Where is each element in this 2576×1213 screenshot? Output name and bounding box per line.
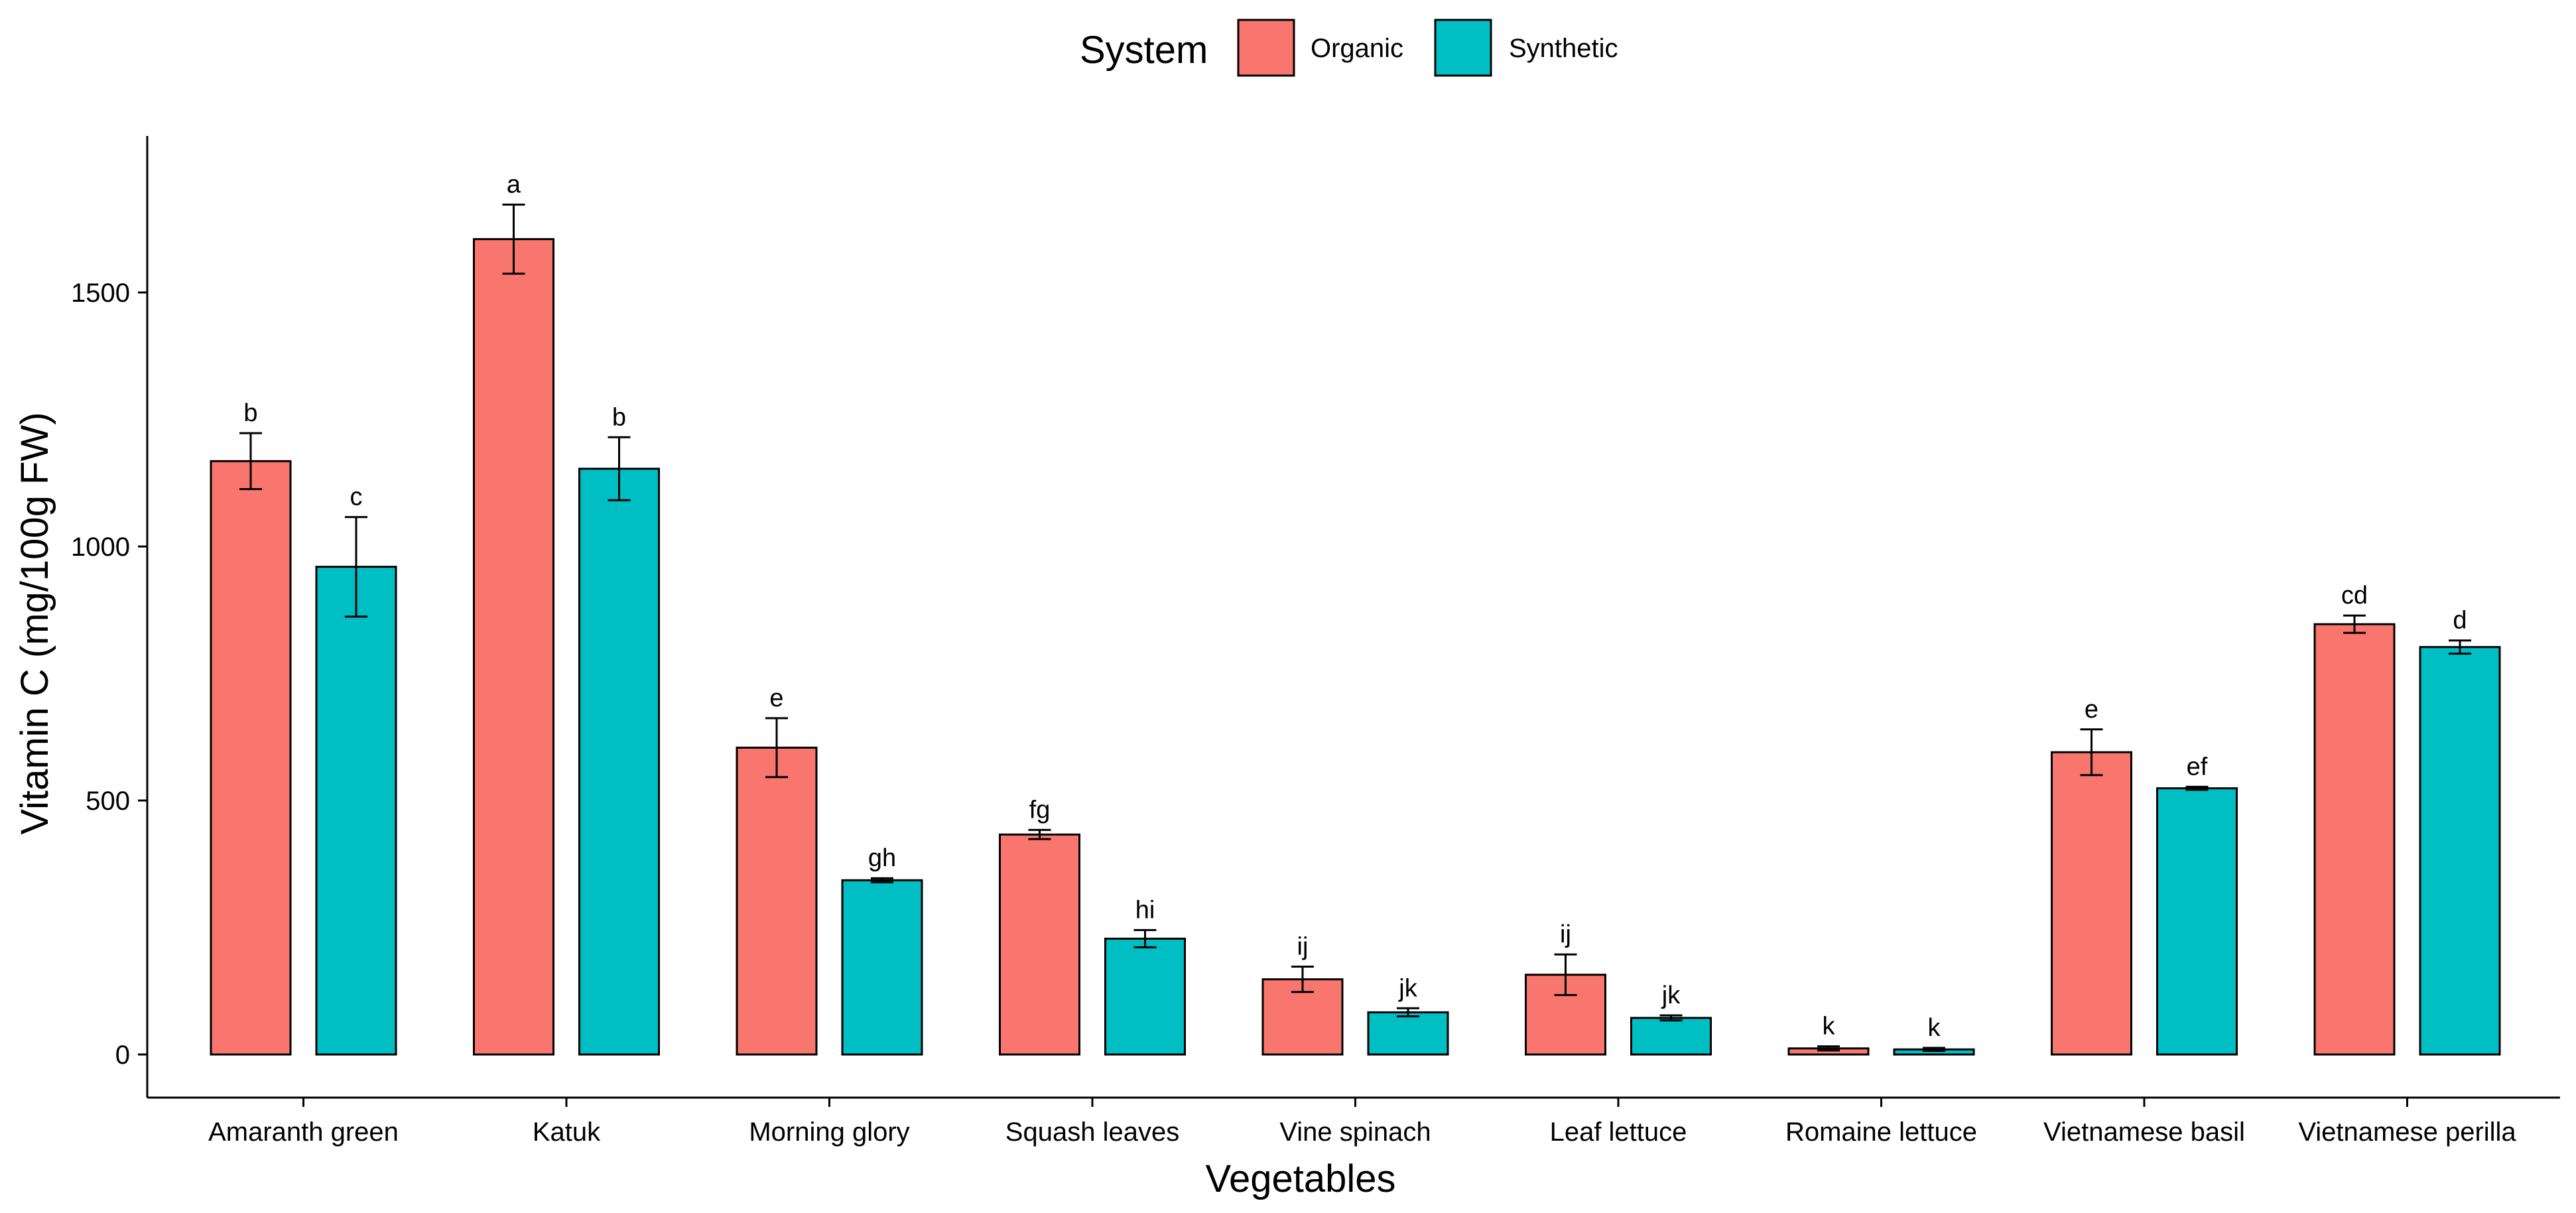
significance-label: b: [612, 403, 626, 431]
x-tick-label: Squash leaves: [1005, 1117, 1179, 1147]
significance-label: ij: [1297, 932, 1309, 960]
significance-label: k: [1928, 1014, 1941, 1042]
error-bar: [2449, 639, 2471, 655]
bar-organic-vietnamese-perilla: [2313, 623, 2396, 1056]
bars: [210, 203, 2501, 1056]
legend-title: System: [1080, 29, 1208, 72]
bar-synthetic-vietnamese-perilla: [2419, 646, 2501, 1056]
significance-label: e: [2085, 696, 2098, 724]
error-bar: [1817, 1045, 1840, 1052]
bar-synthetic-vietnamese-basil: [2156, 787, 2238, 1056]
bar-synthetic-morning-glory: [841, 879, 923, 1056]
y-tick-label: 1000: [71, 533, 130, 562]
error-bar: [345, 516, 367, 618]
x-tick-label: Romaine lettuce: [1785, 1117, 1977, 1147]
significance-label: gh: [868, 844, 896, 872]
bar-organic-katuk: [473, 238, 554, 1056]
significance-label: hi: [1135, 896, 1155, 924]
x-tick-label: Vietnamese perilla: [2298, 1117, 2516, 1147]
legend-label-synthetic: Synthetic: [1509, 34, 1618, 63]
bar-synthetic-squash-leaves: [1104, 937, 1186, 1056]
error-bar: [1291, 965, 1314, 993]
significance-label: d: [2453, 607, 2467, 635]
significance-label: a: [507, 170, 521, 198]
x-tick-label: Vine spinach: [1279, 1117, 1431, 1147]
x-tick-label: Amaranth green: [208, 1117, 399, 1147]
significance-label: c: [350, 483, 363, 511]
significance-labels: b c a b e gh fg hi ij jk ij jk k k e ef cd d: [243, 170, 2467, 1042]
y-axis-title: Vitamin C (mg/100g FW): [13, 412, 56, 834]
error-bar: [871, 877, 893, 883]
x-tick-label: Leaf lettuce: [1550, 1117, 1687, 1147]
legend: System Organic Synthetic: [1080, 19, 1618, 77]
bar-synthetic-vine-spinach: [1367, 1011, 1449, 1056]
x-tick-label: Morning glory: [749, 1117, 909, 1147]
bar-organic-amaranth-green: [210, 460, 292, 1056]
significance-label: cd: [2341, 582, 2368, 609]
y-tick-label: 1500: [71, 279, 130, 308]
bar-organic-vietnamese-basil: [2051, 751, 2132, 1056]
error-bar: [2185, 785, 2209, 791]
error-bar: [1923, 1047, 1945, 1053]
error-bar: [1659, 1014, 1683, 1022]
legend-swatch-synthetic: [1434, 19, 1492, 77]
bar-organic-squash-leaves: [999, 833, 1080, 1056]
error-bar: [2080, 728, 2103, 777]
y-tick-label: 0: [115, 1041, 130, 1070]
legend-label-organic: Organic: [1311, 34, 1403, 63]
axes: 0 500 1000 1500 Vegetables Vitamin C (mg/100g…: [13, 136, 2560, 1200]
error-bar: [1554, 953, 1577, 996]
bar-synthetic-leaf-lettuce: [1630, 1017, 1712, 1056]
significance-label: fg: [1029, 796, 1051, 824]
bar-organic-morning-glory: [736, 746, 818, 1056]
x-axis-title: Vegetables: [1205, 1157, 1395, 1200]
error-bar: [765, 717, 788, 779]
error-bar: [1028, 828, 1051, 840]
error-bar: [1133, 928, 1157, 948]
error-bar: [239, 432, 262, 490]
significance-label: ij: [1560, 921, 1571, 948]
significance-label: b: [243, 399, 257, 427]
error-bar: [2343, 614, 2366, 634]
legend-swatch-organic: [1237, 19, 1295, 77]
significance-label: k: [1823, 1013, 1836, 1041]
error-bar: [1397, 1007, 1419, 1018]
bar-synthetic-amaranth-green: [315, 566, 397, 1056]
bar-synthetic-katuk: [578, 468, 660, 1056]
significance-label: e: [769, 684, 783, 712]
significance-label: jk: [1661, 982, 1681, 1009]
error-bar: [608, 436, 631, 501]
error-bar: [502, 203, 525, 275]
significance-label: jk: [1398, 974, 1417, 1002]
x-tick-label: Vietnamese basil: [2043, 1117, 2245, 1147]
x-tick-label: Katuk: [533, 1117, 601, 1147]
y-tick-label: 500: [86, 787, 130, 816]
significance-label: ef: [2187, 753, 2208, 781]
